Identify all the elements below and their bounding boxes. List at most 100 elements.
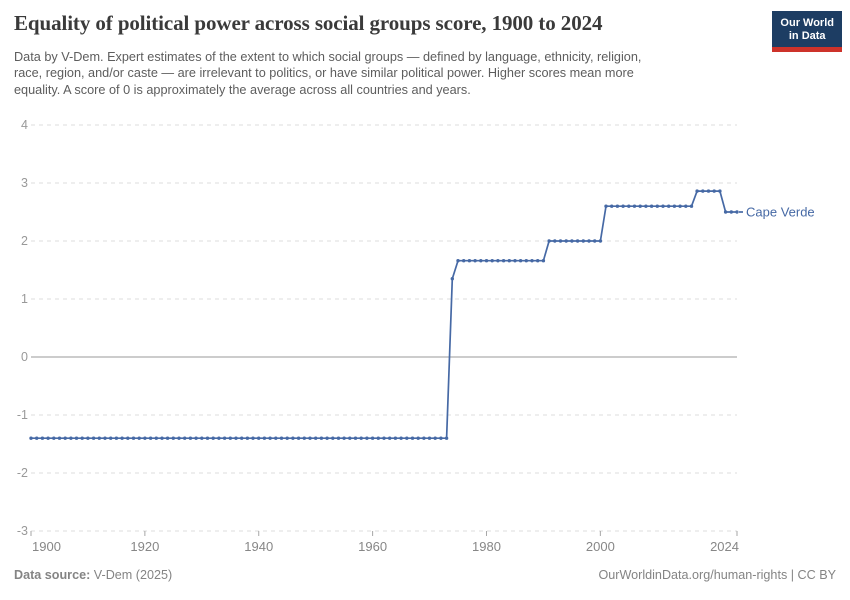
x-axis-tick-label: 1900 (32, 539, 61, 554)
data-point (97, 436, 102, 440)
data-point (712, 189, 716, 193)
data-source-label: Data source: (14, 568, 91, 582)
data-point (399, 436, 403, 440)
data-point (211, 436, 215, 440)
data-point (536, 259, 540, 263)
page-title: Equality of political power across socia… (14, 11, 603, 35)
data-point (450, 277, 454, 281)
x-axis-tick-label: 1920 (130, 539, 159, 554)
logo-line-2: in Data (788, 30, 826, 42)
logo-line-1: Our World (780, 17, 834, 29)
data-point (285, 436, 289, 440)
chart-footer: Data source: V-Dem (2025) OurWorldinData… (14, 568, 836, 582)
data-point (262, 436, 267, 440)
data-point (718, 189, 722, 193)
data-point (507, 259, 511, 263)
data-point (109, 436, 113, 440)
data-point (615, 204, 620, 208)
footer-attribution-link[interactable]: OurWorldinData.org/human-rights | CC BY (598, 568, 836, 582)
data-point (416, 436, 420, 440)
data-point (376, 436, 380, 440)
data-point (86, 436, 90, 440)
x-axis-tick-label: 1960 (358, 539, 387, 554)
data-point (575, 239, 580, 243)
data-point (553, 239, 557, 243)
data-point (587, 239, 591, 243)
y-axis-tick-label: -3 (17, 524, 28, 538)
data-point (194, 436, 198, 440)
data-point (120, 436, 124, 440)
data-source: Data source: V-Dem (2025) (14, 568, 172, 582)
data-point (200, 436, 204, 440)
data-point (279, 436, 284, 440)
data-point (644, 204, 648, 208)
x-axis-tick-label: 1980 (472, 539, 501, 554)
data-point (627, 204, 631, 208)
data-point (422, 436, 426, 440)
data-point (245, 436, 250, 440)
data-point (302, 436, 306, 440)
data-point (342, 436, 346, 440)
data-point (513, 259, 517, 263)
chart-subtitle: Data by V-Dem. Expert estimates of the e… (14, 49, 641, 98)
data-point (35, 436, 39, 440)
data-point (296, 436, 301, 440)
subtitle-line: race, region, and/or caste — are irrelev… (14, 66, 634, 81)
data-point (251, 436, 255, 440)
data-point (695, 189, 699, 193)
data-point (228, 436, 232, 440)
data-point (735, 210, 739, 214)
data-point (217, 436, 221, 440)
data-point (547, 239, 551, 243)
data-point (74, 436, 79, 440)
data-point (314, 436, 318, 440)
x-axis-tick-label: 1940 (244, 539, 273, 554)
y-axis-tick-label: -2 (17, 466, 28, 480)
data-point (444, 436, 449, 440)
data-point (541, 259, 546, 263)
subtitle-line: equality. A score of 0 is approximately … (14, 82, 471, 97)
data-point (274, 436, 278, 440)
data-point (655, 204, 659, 208)
data-point (530, 259, 534, 263)
data-point (57, 436, 62, 440)
data-point (370, 436, 375, 440)
data-point (723, 210, 728, 214)
data-point (240, 436, 244, 440)
data-point-markers (29, 189, 739, 440)
data-point (131, 436, 136, 440)
data-point (336, 436, 341, 440)
line-series[interactable] (30, 190, 738, 440)
data-point (137, 436, 141, 440)
data-point (433, 436, 437, 440)
data-point (593, 239, 597, 243)
data-point (331, 436, 335, 440)
data-point (348, 436, 352, 440)
data-point (661, 204, 665, 208)
data-point (222, 436, 227, 440)
data-point (393, 436, 398, 440)
owid-logo: Our World in Data (772, 11, 842, 52)
data-point (706, 189, 711, 193)
data-point (319, 436, 324, 440)
data-source-value: V-Dem (2025) (90, 568, 173, 582)
data-point (388, 436, 392, 440)
data-point (91, 436, 96, 440)
data-point (40, 436, 45, 440)
data-point (257, 436, 261, 440)
data-point (621, 204, 625, 208)
data-point (649, 204, 654, 208)
data-point (473, 259, 477, 263)
data-point (598, 239, 603, 243)
x-axis-tick-label: 2024 (710, 539, 739, 554)
data-point (52, 436, 56, 440)
data-point (405, 436, 409, 440)
data-point (467, 259, 472, 263)
data-point (154, 436, 158, 440)
y-axis-tick-label: 1 (21, 292, 28, 306)
data-point (456, 259, 460, 263)
data-point (410, 436, 415, 440)
entity-label[interactable]: Cape Verde (746, 205, 815, 220)
data-point (359, 436, 363, 440)
data-point (490, 259, 494, 263)
